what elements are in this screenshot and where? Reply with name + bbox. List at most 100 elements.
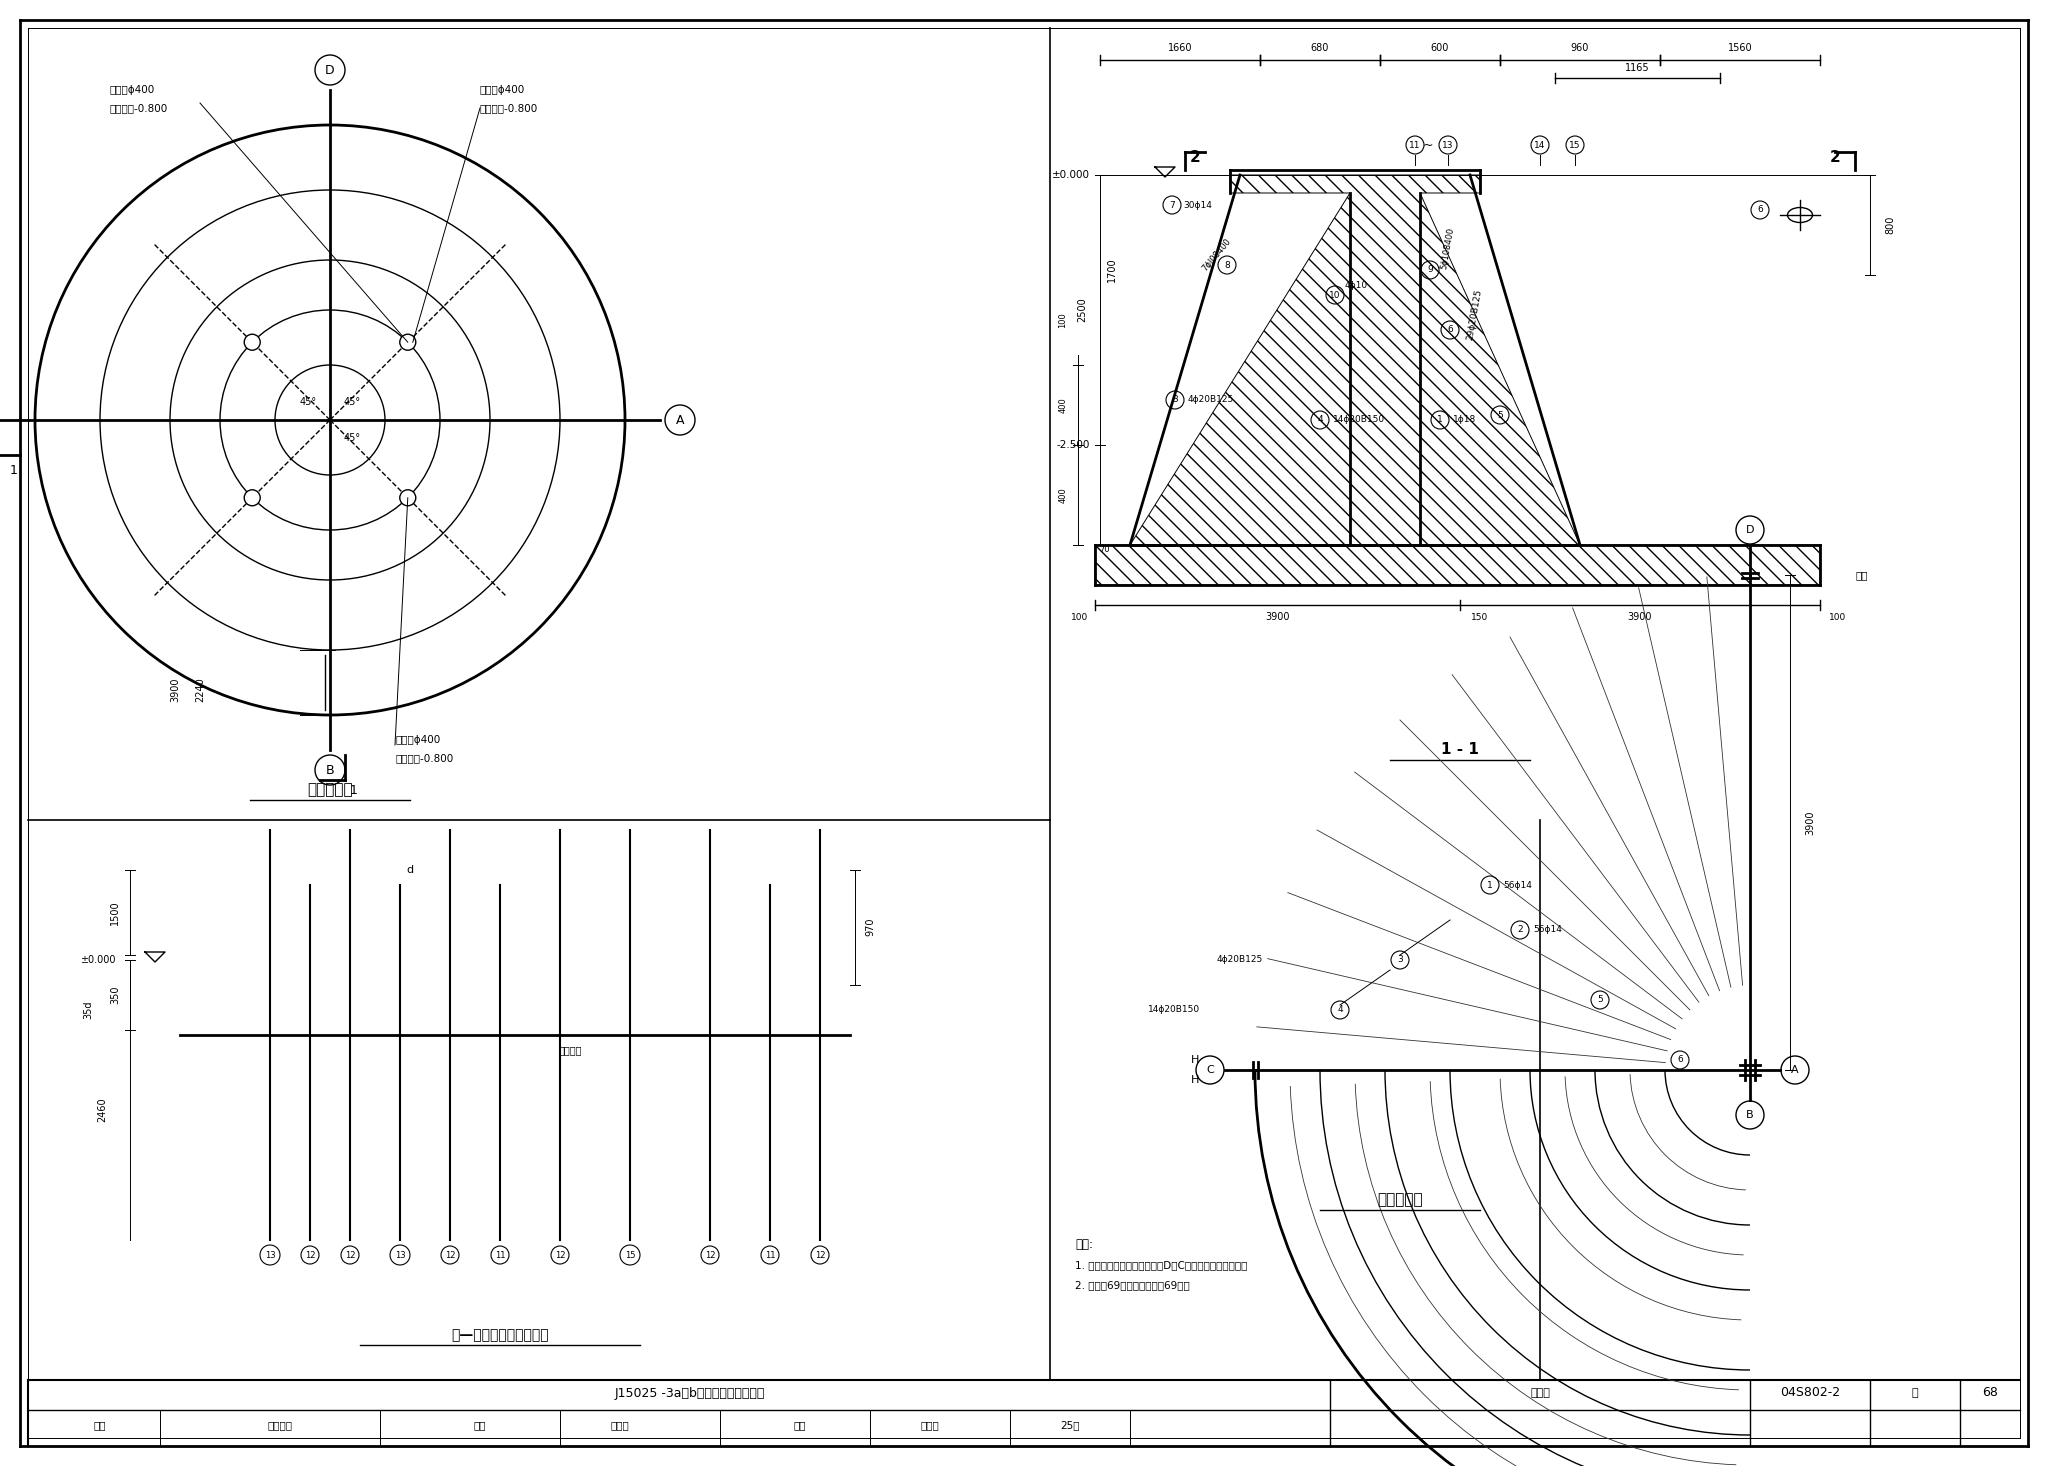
Text: 1: 1 [1438, 415, 1444, 425]
Text: 予留孔ϕ400: 予留孔ϕ400 [395, 734, 440, 745]
Text: 垫层: 垫层 [1855, 570, 1868, 581]
Text: 35d: 35d [84, 1001, 92, 1019]
Ellipse shape [1788, 208, 1812, 223]
Text: 8: 8 [1225, 261, 1231, 270]
Text: 予留孔ϕ400: 予留孔ϕ400 [479, 85, 524, 95]
Text: 1660: 1660 [1167, 43, 1192, 53]
Text: 12: 12 [815, 1250, 825, 1259]
Text: 100: 100 [1071, 613, 1090, 622]
Text: 4ϕ20B125: 4ϕ20B125 [1217, 956, 1264, 965]
Text: 陈显声: 陈显声 [610, 1421, 629, 1429]
Text: 图集号: 图集号 [1530, 1388, 1550, 1399]
Text: 5ϕ108400: 5ϕ108400 [1440, 226, 1456, 270]
Text: 1: 1 [1487, 881, 1493, 890]
Text: 说明:: 说明: [1075, 1239, 1094, 1252]
Text: 2: 2 [1190, 150, 1200, 164]
Text: 4ϕ10: 4ϕ10 [1346, 280, 1368, 289]
Text: 3900: 3900 [1266, 611, 1290, 622]
Text: 基础顶面: 基础顶面 [559, 1045, 582, 1056]
Text: 14ϕ20B150: 14ϕ20B150 [1147, 1006, 1200, 1014]
Text: 970: 970 [864, 918, 874, 937]
Text: 400: 400 [1059, 487, 1067, 503]
Text: 5: 5 [1497, 410, 1503, 419]
Text: 3: 3 [1171, 396, 1178, 405]
Text: 15: 15 [625, 1250, 635, 1259]
Text: 设计: 设计 [795, 1421, 807, 1429]
Text: 70: 70 [1100, 545, 1110, 554]
Text: 1 - 1: 1 - 1 [1442, 742, 1479, 758]
Text: 2460: 2460 [96, 1098, 106, 1123]
Text: 12: 12 [705, 1250, 715, 1259]
Circle shape [244, 334, 260, 350]
Text: 68: 68 [1982, 1387, 1999, 1400]
Text: 校对: 校对 [473, 1421, 485, 1429]
Text: 11: 11 [496, 1250, 506, 1259]
Text: H: H [1190, 1056, 1200, 1064]
Text: 中心标高-0.800: 中心标高-0.800 [395, 754, 453, 762]
Text: D: D [1745, 525, 1755, 535]
Text: 1560: 1560 [1729, 43, 1753, 53]
Text: 13: 13 [264, 1250, 274, 1259]
Text: 2500: 2500 [1077, 298, 1087, 323]
Text: 150: 150 [1470, 613, 1489, 622]
Text: B: B [326, 764, 334, 777]
Text: A: A [676, 413, 684, 427]
Text: 14: 14 [1534, 141, 1546, 150]
Text: 1700: 1700 [1108, 258, 1116, 283]
Text: 2240: 2240 [195, 677, 205, 702]
Text: 11: 11 [764, 1250, 776, 1259]
Text: -2.500: -2.500 [1057, 440, 1090, 450]
Text: 45°: 45° [299, 397, 317, 408]
Text: 页: 页 [1911, 1388, 1919, 1399]
Text: B: B [1747, 1110, 1753, 1120]
Circle shape [399, 490, 416, 506]
Text: 予留孔ϕ400: 予留孔ϕ400 [111, 85, 156, 95]
Text: D: D [326, 63, 334, 76]
Text: 14ϕ20B150: 14ϕ20B150 [1333, 415, 1384, 425]
Text: 1: 1 [350, 783, 358, 796]
Text: 100: 100 [1829, 613, 1847, 622]
Text: 12: 12 [444, 1250, 455, 1259]
Text: 6: 6 [1448, 325, 1452, 334]
Text: 7: 7 [1169, 201, 1176, 210]
Text: 2: 2 [1518, 925, 1524, 934]
Text: 4: 4 [1317, 415, 1323, 425]
Text: 3: 3 [1397, 956, 1403, 965]
Text: 3900: 3900 [170, 677, 180, 702]
Text: 7ϕJ08400: 7ϕJ08400 [1200, 237, 1233, 273]
Text: 1500: 1500 [111, 900, 121, 925]
Text: 45°: 45° [344, 432, 360, 443]
Text: 45°: 45° [344, 397, 360, 408]
Text: 审核: 审核 [94, 1421, 106, 1429]
Text: ⑪—⑮号基础插筋展开图: ⑪—⑮号基础插筋展开图 [451, 1328, 549, 1341]
Text: 04S802-2: 04S802-2 [1780, 1387, 1839, 1400]
Text: 25份: 25份 [1061, 1421, 1079, 1429]
Text: 56ϕ14: 56ϕ14 [1503, 881, 1532, 890]
Circle shape [244, 490, 260, 506]
Text: 6: 6 [1677, 1056, 1683, 1064]
Circle shape [399, 334, 416, 350]
Text: 中心标高-0.800: 中心标高-0.800 [479, 103, 539, 113]
Text: 56ϕ14: 56ϕ14 [1534, 925, 1563, 934]
Text: 基础模板图: 基础模板图 [307, 783, 352, 798]
Text: 2. 剖面见69页，其他说明见69页。: 2. 剖面见69页，其他说明见69页。 [1075, 1280, 1190, 1290]
Text: 4ϕ20B125: 4ϕ20B125 [1188, 396, 1235, 405]
Text: 13: 13 [395, 1250, 406, 1259]
Text: 350: 350 [111, 985, 121, 1004]
Text: 4: 4 [1337, 1006, 1343, 1014]
Text: 1: 1 [10, 463, 18, 476]
Text: 基础配筋图: 基础配筋图 [1376, 1192, 1423, 1208]
Text: 13: 13 [1442, 141, 1454, 150]
Text: 6: 6 [1757, 205, 1763, 214]
Text: 600: 600 [1432, 43, 1450, 53]
Text: 2: 2 [1829, 150, 1841, 164]
Text: 29ϕ20B125: 29ϕ20B125 [1464, 289, 1483, 342]
Text: C: C [1206, 1064, 1214, 1075]
Text: 9: 9 [1427, 265, 1434, 274]
Text: 15: 15 [1569, 141, 1581, 150]
Text: 1. 仅当采用三管方案时，方在D、C象限间的基础上留孔。: 1. 仅当采用三管方案时，方在D、C象限间的基础上留孔。 [1075, 1259, 1247, 1270]
Text: 960: 960 [1571, 43, 1589, 53]
Text: 王文清: 王文清 [922, 1421, 940, 1429]
Text: ±0.000: ±0.000 [80, 954, 115, 965]
Text: 12: 12 [555, 1250, 565, 1259]
